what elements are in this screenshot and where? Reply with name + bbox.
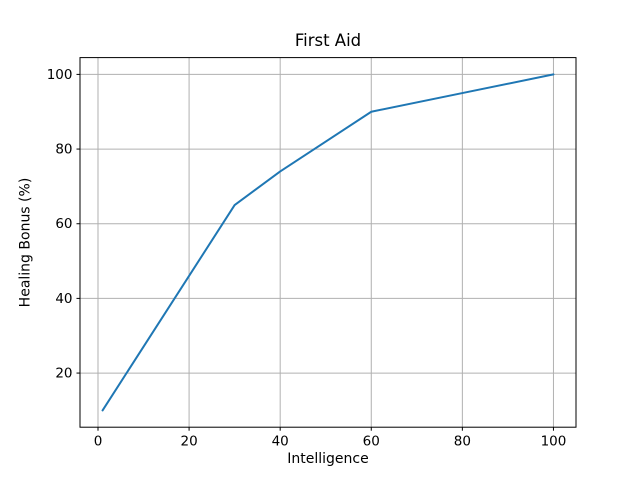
chart-title: First Aid [294,31,362,50]
y-tick-label: 60 [55,216,72,232]
x-tick-label: 80 [454,433,471,449]
y-axis-label: Healing Bonus (%) [17,177,34,308]
y-tick-label: 100 [47,67,73,83]
x-tick-label: 100 [541,433,567,449]
y-tick-label: 80 [55,142,72,158]
x-tick-label: 40 [272,433,289,449]
x-tick-label: 20 [180,433,197,449]
data-line [101,73,555,412]
plot-border [79,57,577,428]
x-axis-label: Intelligence [287,451,369,467]
y-tick-label: 40 [55,291,72,307]
x-tick-label: 60 [363,433,380,449]
x-tick-label: 0 [94,433,103,449]
y-tick-label: 20 [55,366,72,382]
